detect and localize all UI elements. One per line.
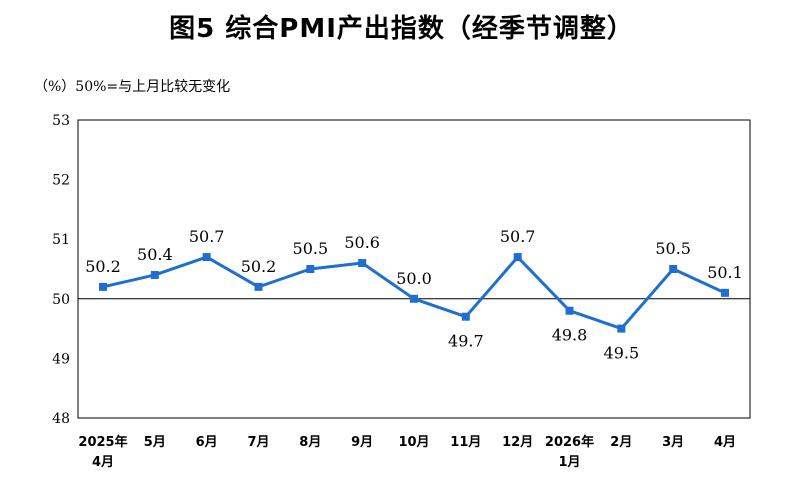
chart-title: 图5 综合PMI产出指数（经季节调整） xyxy=(169,14,634,44)
data-label: 50.0 xyxy=(396,269,432,288)
x-tick-label: 6月 xyxy=(196,435,218,450)
data-label: 50.5 xyxy=(293,239,329,258)
x-tick-label: 4月 xyxy=(92,455,114,470)
x-tick-label: 5月 xyxy=(144,435,166,450)
x-tick-label: 3月 xyxy=(662,435,684,450)
data-label: 50.7 xyxy=(500,227,536,246)
data-label: 50.1 xyxy=(707,263,743,282)
x-tick-label: 2025年 xyxy=(78,434,127,450)
y-tick-label: 49 xyxy=(52,351,70,367)
data-point xyxy=(461,312,470,321)
data-label: 50.5 xyxy=(655,239,691,258)
x-tick-label: 10月 xyxy=(398,435,429,450)
x-tick-label: 9月 xyxy=(351,435,373,450)
x-tick-label: 2月 xyxy=(610,435,632,450)
data-point xyxy=(150,270,159,279)
data-point xyxy=(99,282,107,291)
y-tick-label: 53 xyxy=(52,113,70,129)
data-label: 50.2 xyxy=(85,257,121,276)
data-labels: 50.2 50.4 50.7 50.2 50.5 50.6 50.0 49.7 50.7 49.8… xyxy=(85,227,743,363)
data-point xyxy=(202,253,211,262)
data-point xyxy=(306,265,315,273)
data-point xyxy=(410,294,418,303)
x-tick-label: 8月 xyxy=(299,435,321,450)
data-label: 50.7 xyxy=(189,227,225,246)
data-point xyxy=(669,265,678,273)
data-point xyxy=(358,259,367,268)
data-label: 49.5 xyxy=(604,344,640,363)
plot-area-frame xyxy=(77,119,751,419)
y-axis-ticks: 48 49 50 51 52 53 xyxy=(52,113,70,427)
data-point xyxy=(565,306,574,315)
data-point xyxy=(617,324,626,333)
unit-note: （%）50%=与上月比较无变化 xyxy=(34,79,231,95)
data-point xyxy=(254,282,263,291)
data-label: 49.7 xyxy=(448,332,484,351)
y-tick-label: 52 xyxy=(52,173,70,189)
x-tick-label: 12月 xyxy=(502,435,533,450)
x-tick-label: 1月 xyxy=(558,455,580,470)
data-point xyxy=(721,288,729,297)
data-point xyxy=(513,253,522,262)
y-tick-label: 48 xyxy=(52,411,70,427)
series-line xyxy=(102,255,726,331)
y-tick-label: 50 xyxy=(52,292,70,308)
y-tick-label: 51 xyxy=(52,232,70,248)
data-label: 50.4 xyxy=(137,245,173,264)
data-points xyxy=(99,253,729,333)
x-tick-label: 7月 xyxy=(247,435,269,450)
data-label: 50.2 xyxy=(241,257,277,276)
data-label: 50.6 xyxy=(344,233,380,252)
x-tick-label: 2026年 xyxy=(545,434,594,450)
x-tick-label: 4月 xyxy=(714,435,736,450)
data-label: 49.8 xyxy=(552,326,588,345)
x-tick-label: 11月 xyxy=(450,435,481,450)
x-axis-labels: 2025年 4月 5月 6月 7月 8月 9月 10月 11月 12月 2026年 1月 2月 3月 4月 xyxy=(78,434,736,470)
